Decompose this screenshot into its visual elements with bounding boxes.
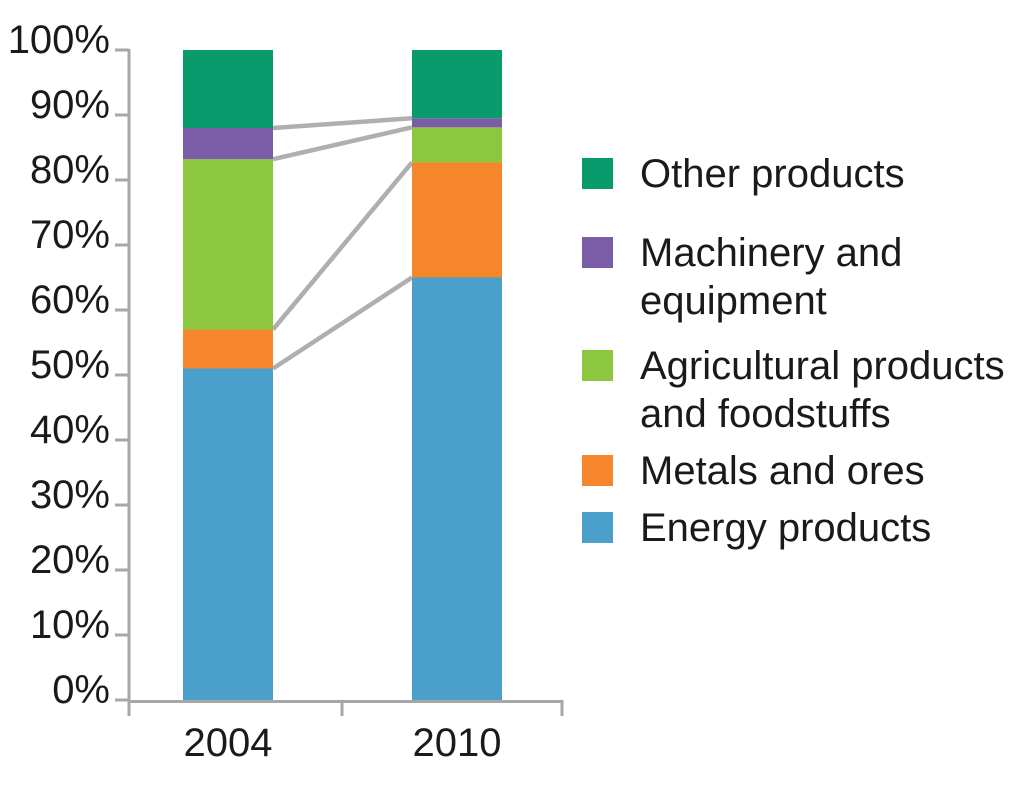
bar-2004-segment-agricultural-products-and-foodstuffs	[183, 159, 273, 330]
legend-label: Metals and ores	[640, 447, 925, 495]
y-axis-tick-label: 90%	[29, 83, 110, 127]
legend-item-other-products: Other products	[582, 150, 905, 198]
chart-legend: Other products Machinery and equipment Agri…	[582, 0, 1005, 799]
legend-item-energy-products: Energy products	[582, 504, 931, 552]
y-axis-tick-label: 30%	[29, 473, 110, 517]
series-connector-line	[271, 275, 414, 371]
legend-label: Machinery and equipment	[640, 229, 902, 325]
series-connector-line	[271, 161, 414, 331]
legend-swatch-icon	[582, 512, 613, 543]
y-axis-tick-label: 100%	[7, 18, 110, 62]
y-axis-tick-label: 60%	[29, 278, 110, 322]
legend-label-line: Other products	[640, 152, 905, 196]
y-axis-tick-label: 0%	[52, 668, 110, 712]
legend-label-line: Machinery and	[640, 231, 903, 275]
y-axis-tick-label: 20%	[29, 538, 110, 582]
bar-2010-segment-machinery-and-equipment	[412, 118, 502, 128]
y-axis-tick-label: 50%	[29, 343, 110, 387]
x-axis-category-label: 2010	[412, 721, 502, 765]
bar-2010-segment-agricultural-products-and-foodstuffs	[412, 127, 502, 163]
bar-2010-segment-metals-and-ores	[412, 162, 502, 278]
legend-item-agricultural-products-and-foodstuffs: Agricultural products and foodstuffs	[582, 342, 1005, 438]
series-connector-line	[272, 125, 413, 162]
legend-label-line: Energy products	[640, 506, 932, 550]
legend-label-line: equipment	[640, 279, 827, 323]
legend-swatch-icon	[582, 158, 613, 189]
y-axis-tick-label: 80%	[29, 148, 110, 192]
legend-label-line: and foodstuffs	[640, 392, 891, 436]
y-axis-tick-label: 70%	[29, 213, 110, 257]
bar-2010-segment-energy-products	[412, 277, 502, 700]
bar-2004-segment-energy-products	[183, 368, 273, 700]
series-connector-line	[272, 116, 413, 131]
legend-label: Energy products	[640, 504, 931, 552]
x-axis-category-label: 2004	[183, 721, 273, 765]
legend-label-line: Agricultural products	[640, 344, 1005, 388]
legend-swatch-icon	[582, 350, 613, 381]
legend-item-machinery-and-equipment: Machinery and equipment	[582, 229, 902, 325]
bar-2004-segment-metals-and-ores	[183, 329, 273, 369]
y-axis-tick-label: 40%	[29, 408, 110, 452]
y-axis-tick-label: 10%	[29, 603, 110, 647]
legend-swatch-icon	[582, 455, 613, 486]
legend-item-metals-and-ores: Metals and ores	[582, 447, 925, 495]
bar-2004-segment-other-products	[183, 50, 273, 128]
bar-2004-segment-machinery-and-equipment	[183, 128, 273, 160]
legend-label: Agricultural products and foodstuffs	[640, 342, 1005, 438]
legend-swatch-icon	[582, 237, 613, 268]
bar-2010-segment-other-products	[412, 50, 502, 119]
legend-label-line: Metals and ores	[640, 449, 925, 493]
legend-label: Other products	[640, 150, 905, 198]
